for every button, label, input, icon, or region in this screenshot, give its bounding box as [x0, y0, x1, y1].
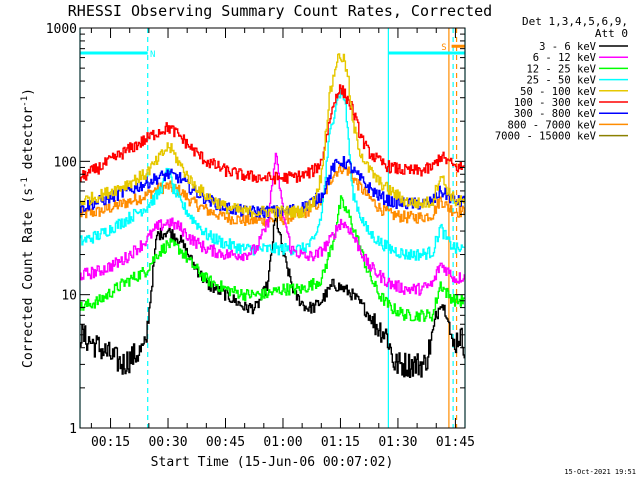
y-tick-labels: 1 10 100 1000	[46, 22, 77, 437]
axis-ticks	[80, 27, 465, 429]
series-layer	[80, 53, 465, 378]
legend-label-7: 800 - 7000 keV	[507, 119, 596, 131]
x-tick-label-6: 01:45	[436, 435, 475, 450]
legend-label-2: 12 - 25 keV	[526, 63, 596, 75]
plot-frame	[79, 27, 466, 429]
annotation-label-n: N	[150, 50, 155, 60]
series-line-7	[80, 162, 465, 227]
plot-area: NS	[79, 27, 466, 429]
x-tick-labels: 00:15 00:30 00:45 01:00 01:15 01:30 01:45	[91, 435, 475, 450]
series-line-3	[80, 88, 465, 261]
x-tick-label-3: 01:00	[263, 435, 302, 450]
y-tick-label-0: 1	[69, 422, 77, 437]
y-tick-label-3: 1000	[46, 22, 77, 37]
x-tick-label-0: 00:15	[91, 435, 130, 450]
legend-label-1: 6 - 12 keV	[533, 52, 597, 64]
x-tick-label-4: 01:15	[321, 435, 360, 450]
x-tick-label-2: 00:45	[206, 435, 245, 450]
x-axis-label: Start Time (15-Jun-06 00:07:02)	[151, 455, 394, 470]
x-tick-label-1: 00:30	[148, 435, 187, 450]
legend-label-4: 50 - 100 keV	[520, 86, 597, 98]
legend-label-8: 7000 - 15000 keV	[495, 131, 597, 143]
series-line-1	[80, 152, 465, 296]
legend-title-line-1: Det 1,3,4,5,6,9,	[522, 15, 628, 28]
legend-label-3: 25 - 50 keV	[526, 75, 596, 87]
annotation-label-s: S	[441, 43, 446, 53]
y-tick-label-1: 10	[61, 289, 77, 304]
legend-label-0: 3 - 6 keV	[539, 41, 597, 53]
annotation-lines: NS	[79, 28, 466, 428]
y-tick-label-2: 100	[54, 155, 77, 170]
footer-timestamp: 15-Oct-2021 19:51	[564, 468, 636, 476]
series-line-5	[80, 84, 465, 185]
legend-label-5: 100 - 300 keV	[514, 97, 597, 109]
legend-label-6: 300 - 800 keV	[514, 108, 597, 120]
series-line-0	[80, 211, 465, 378]
series-line-2	[80, 195, 465, 322]
y-axis-label: Corrected Count Rate (s-1 detector-1)	[20, 88, 36, 368]
series-line-6	[80, 156, 465, 219]
series-line-4	[80, 53, 465, 219]
x-tick-label-5: 01:30	[378, 435, 417, 450]
legend-title-line-2: Att 0	[595, 27, 628, 40]
chart-title: RHESSI Observing Summary Count Rates, Co…	[68, 2, 492, 20]
